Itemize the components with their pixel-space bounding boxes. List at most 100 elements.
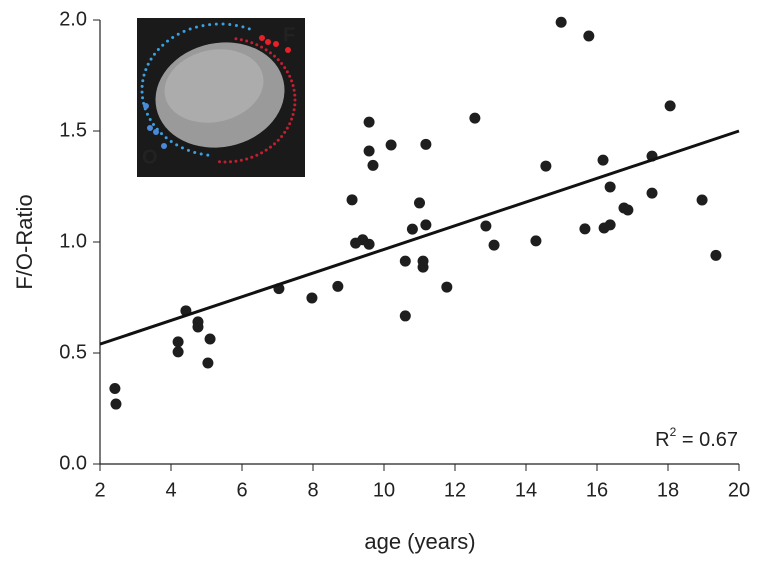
x-tick-label: 20 [728,479,750,501]
point [597,154,609,166]
trend-line [99,129,740,346]
electrode [247,27,251,31]
point [385,139,397,151]
inset-label-front: F [283,24,295,46]
electrode [188,27,192,31]
electrode [260,45,264,49]
x-tick-label: 2 [94,479,105,501]
electrode [268,51,272,55]
x-tick-label: 14 [515,479,537,501]
point [363,145,375,157]
point [441,281,453,293]
electrode [228,23,232,27]
electrode [182,29,186,33]
electrode [145,112,149,116]
electrode [290,79,294,83]
electrode [259,35,265,41]
electrode [292,88,296,92]
y-tick-label: 2.0 [59,8,87,30]
electrode [140,90,144,94]
electrode [272,142,276,146]
electrode [234,23,238,27]
electrode [218,160,222,164]
electrode [152,52,156,56]
point [399,255,411,267]
electrode [149,57,153,61]
electrode [280,134,284,138]
point [469,112,481,124]
electrode [285,70,289,74]
point [172,336,184,348]
electrode [228,160,232,164]
point [332,280,344,292]
electrode [206,153,210,157]
point [306,292,318,304]
electrode [250,41,254,45]
point [604,219,616,231]
electrode [250,155,254,159]
r-sup: 2 [670,425,677,439]
electrode [208,23,212,27]
electrode [156,48,160,52]
electrode [273,41,279,47]
electrode [142,73,146,77]
electrode [223,160,227,164]
electrode [176,32,180,36]
electrode [180,146,184,150]
electrode [291,112,295,116]
electrode [186,148,190,152]
electrode [171,36,175,40]
electrode [239,158,243,162]
point [417,261,429,273]
x-tick-label: 8 [307,479,318,501]
point [646,187,658,199]
y-tick-label: 1.0 [59,230,87,252]
x-tick-label: 12 [444,479,466,501]
electrodes [140,22,297,164]
electrode [292,108,296,112]
electrode [276,138,280,142]
electrode [285,126,289,130]
point [530,235,542,247]
electrode [148,118,152,122]
electrode [265,39,271,45]
electrode [283,130,287,134]
electrode [255,43,259,47]
point [172,346,184,358]
point [480,220,492,232]
electrode [143,103,149,109]
point [710,249,722,261]
electrode [239,38,243,42]
r-squared: R2 = 0.67 [655,425,738,451]
point [604,181,616,193]
electrode [153,129,159,135]
point [540,160,552,172]
point [204,333,216,345]
electrode [141,79,145,83]
electrode [193,150,197,154]
point [406,223,418,235]
y-tick-label: 0.5 [59,341,87,363]
electrode [199,152,203,156]
inset: F O [137,18,305,177]
x-tick-label: 6 [236,479,247,501]
x-tick-label: 18 [657,479,679,501]
point [579,223,591,235]
electrode [264,48,268,52]
electrode [283,66,287,70]
electrode [214,22,218,26]
electrode [293,93,297,97]
r-base: R [655,429,669,451]
x-tick-label: 4 [165,479,176,501]
inset-label-back: O [142,146,158,168]
electrode [272,54,276,58]
electrode [285,47,291,53]
electrode [141,96,145,100]
point [363,238,375,250]
electrode [169,140,173,144]
point [110,398,122,410]
point [414,197,425,209]
electrode [241,25,245,29]
x-axis-label: age (years) [364,529,475,554]
